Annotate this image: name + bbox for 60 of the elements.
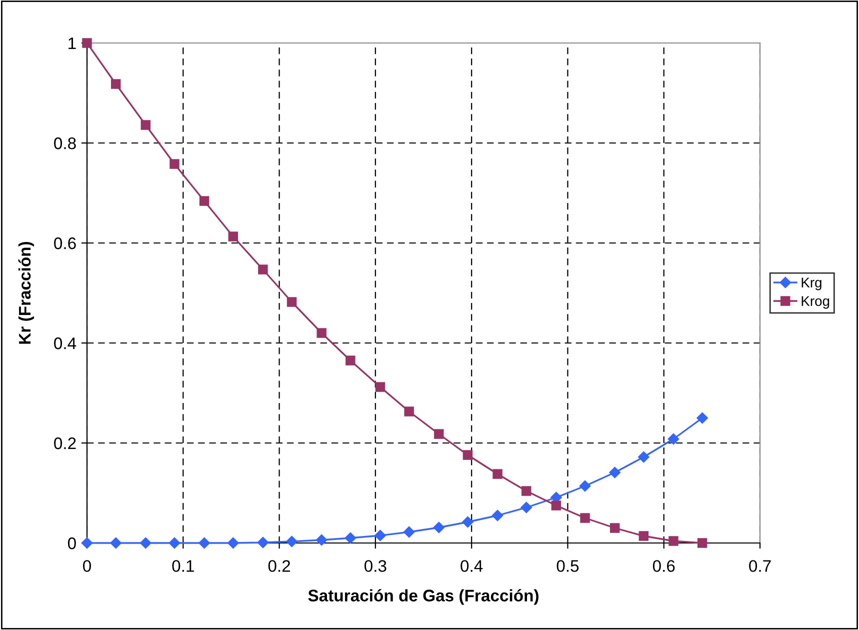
point <box>492 469 502 479</box>
point <box>696 412 708 424</box>
y-tick-label: 0 <box>68 537 76 550</box>
x-tick-label: 0.7 <box>749 560 771 572</box>
point <box>344 532 356 544</box>
point <box>579 480 591 492</box>
x-tick-label: 0 <box>83 560 91 572</box>
y-tick-label: 0.6 <box>54 237 76 250</box>
point <box>170 159 180 169</box>
point <box>374 530 386 542</box>
point <box>199 196 210 206</box>
point <box>434 429 444 439</box>
point <box>433 522 444 534</box>
point <box>580 513 590 523</box>
point <box>316 534 328 546</box>
y-tick-label: 1 <box>68 38 76 50</box>
point <box>228 537 239 549</box>
y-tick-label: 0.8 <box>54 137 76 150</box>
x-tick-label: 0.3 <box>364 560 386 572</box>
legend-label: Krg <box>802 278 822 290</box>
point <box>346 356 356 366</box>
point <box>638 531 649 541</box>
point <box>668 536 678 546</box>
point <box>403 526 415 538</box>
x-tick-label: 0.1 <box>172 560 194 572</box>
point <box>168 537 180 549</box>
point <box>375 382 386 392</box>
point <box>198 537 210 549</box>
point <box>110 537 122 549</box>
point <box>462 516 474 528</box>
point <box>140 537 152 549</box>
point <box>404 406 414 416</box>
point <box>697 538 708 548</box>
point <box>81 537 93 549</box>
point <box>668 433 680 445</box>
legend-label: Krog <box>802 296 830 309</box>
point <box>110 79 121 89</box>
point <box>228 232 238 242</box>
point <box>492 510 504 522</box>
point <box>610 523 620 533</box>
point <box>520 502 532 514</box>
point <box>609 466 620 478</box>
point <box>638 451 650 463</box>
point <box>257 536 269 548</box>
point <box>462 450 473 460</box>
point <box>551 500 562 510</box>
point <box>286 536 298 548</box>
x-tick-label: 0.4 <box>460 560 483 572</box>
point <box>316 328 326 338</box>
x-tick-label: 0.5 <box>556 560 579 572</box>
y-axis-title: Kr (Fracción) <box>18 242 34 344</box>
point <box>286 297 297 307</box>
point <box>522 486 532 496</box>
x-tick-label: 0.2 <box>268 560 290 572</box>
point <box>258 264 268 274</box>
x-tick-label: 0.6 <box>652 560 675 572</box>
x-axis-title: Saturación de Gas (Fracción) <box>308 589 538 605</box>
point <box>140 120 151 130</box>
y-tick-label: 0.2 <box>54 437 76 450</box>
y-tick-label: 0.4 <box>54 337 76 350</box>
